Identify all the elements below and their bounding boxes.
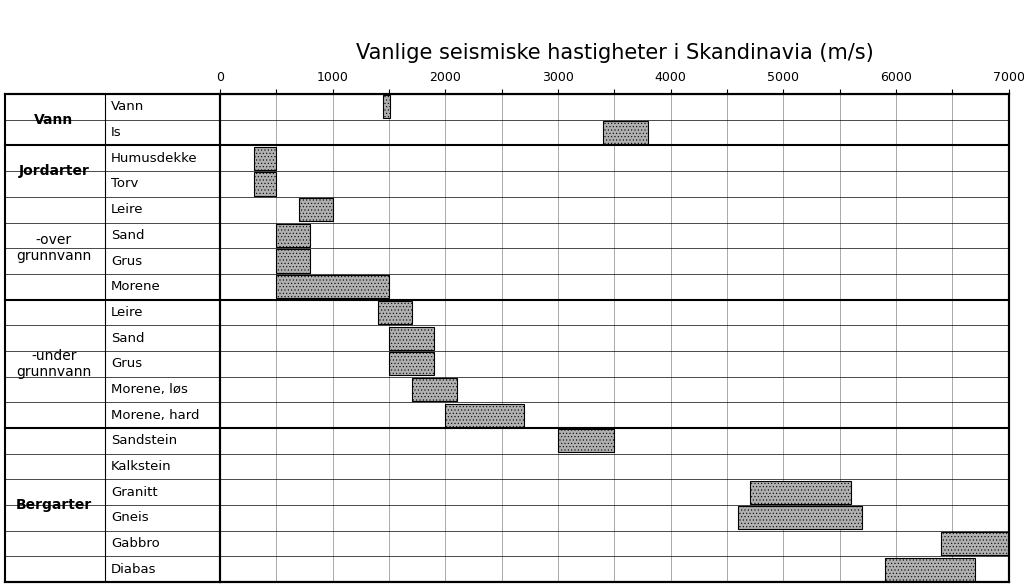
Text: Vann: Vann <box>34 113 74 127</box>
Text: Humusdekke: Humusdekke <box>111 152 198 165</box>
Text: Leire: Leire <box>111 203 143 216</box>
Text: Gneis: Gneis <box>111 512 148 524</box>
Bar <box>558 429 614 452</box>
Text: Torv: Torv <box>111 178 138 191</box>
Bar <box>276 224 310 247</box>
Bar <box>738 506 862 529</box>
Text: Leire: Leire <box>111 306 143 319</box>
Bar <box>445 403 524 427</box>
Text: Gabbro: Gabbro <box>111 537 160 550</box>
Bar <box>384 95 390 119</box>
Bar <box>276 275 389 298</box>
Bar <box>378 301 412 324</box>
Text: Morene, hard: Morene, hard <box>111 409 200 422</box>
Text: Bergarter: Bergarter <box>15 498 92 512</box>
Text: Sand: Sand <box>111 332 144 345</box>
Bar <box>885 557 975 581</box>
Bar <box>254 172 276 196</box>
Text: Kalkstein: Kalkstein <box>111 460 171 473</box>
Bar <box>603 121 648 144</box>
Text: Morene, løs: Morene, løs <box>111 383 187 396</box>
Text: -over
grunnvann: -over grunnvann <box>16 233 91 263</box>
Text: Grus: Grus <box>111 255 142 268</box>
Bar <box>276 249 310 273</box>
Bar <box>254 147 276 170</box>
Text: Morene: Morene <box>111 280 161 293</box>
Text: Diabas: Diabas <box>111 563 157 576</box>
Text: Jordarter: Jordarter <box>18 164 89 178</box>
Text: Grus: Grus <box>111 358 142 370</box>
Title: Vanlige seismiske hastigheter i Skandinavia (m/s): Vanlige seismiske hastigheter i Skandina… <box>355 44 873 64</box>
Bar <box>389 326 434 350</box>
Text: Sand: Sand <box>111 229 144 242</box>
Bar <box>389 352 434 375</box>
Bar <box>299 198 333 221</box>
Text: Is: Is <box>111 126 122 139</box>
Text: Sandstein: Sandstein <box>111 435 177 447</box>
Bar <box>941 532 1009 555</box>
Text: -under
grunnvann: -under grunnvann <box>16 349 91 379</box>
Bar <box>750 480 851 504</box>
Text: Vann: Vann <box>111 101 144 113</box>
Bar <box>412 378 457 401</box>
Text: Granitt: Granitt <box>111 486 158 499</box>
